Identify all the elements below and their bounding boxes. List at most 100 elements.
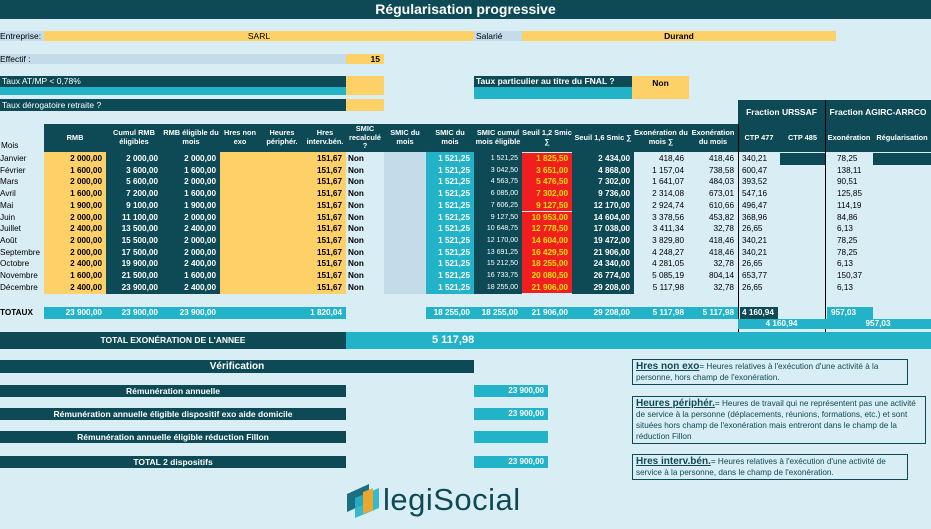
cell-smic-rec: Non	[348, 154, 364, 163]
note-keyword: Hres interv.bén.	[636, 456, 711, 467]
cell-ctp485	[780, 200, 825, 212]
totaux-hres-blank	[220, 307, 304, 319]
cell-smic-rec: Non	[348, 259, 364, 269]
cell-seuil12: 14 604,00	[522, 234, 572, 247]
effectif-label: Effectif :	[0, 54, 346, 64]
total-exo-value: 5 117,98	[346, 332, 931, 349]
totaux-seuil12: 21 906,00	[522, 307, 572, 319]
cell-smic-cumul: 7 606,25	[490, 201, 518, 209]
cell-exo-sum: 5 085,19	[652, 271, 684, 280]
cell-rmb: 2 000,00	[70, 247, 102, 257]
cell-exo: 610,66	[708, 200, 734, 210]
cell-ctp477: 653,77	[742, 271, 768, 280]
effectif-field[interactable]: 15	[346, 54, 384, 64]
cell-ctp485	[780, 165, 825, 177]
cell-smic-cumul: 9 127,50	[490, 213, 518, 221]
cell-mois: Juin	[0, 212, 16, 222]
verif-value-1: 23 900,00	[474, 385, 548, 397]
cell-hib: 151,67	[316, 282, 342, 292]
totaux-smic2: 18 255,00	[426, 307, 474, 319]
totaux-smic-cumul: 18 255,00	[474, 307, 522, 319]
cell-elig: 1 600,00	[184, 165, 216, 175]
cell-smic2: 1 521,25	[438, 235, 470, 245]
totaux-seuil16: 29 208,00	[572, 307, 634, 319]
cell-seuil12: 3 651,00	[522, 164, 572, 177]
col-header-agirc-exo: Exonération	[825, 124, 873, 152]
cell-exo-sum: 4 281,05	[652, 259, 684, 269]
cell-ctp477: 26,65	[742, 224, 763, 234]
cell-smic-cumul: 10 648,75	[486, 225, 518, 233]
taux-derog-label: Taux dérogatoire retraite ?	[0, 99, 346, 111]
col-header-regularisation: Régularisation	[873, 124, 931, 152]
cell-elig: 2 000,00	[184, 212, 216, 222]
cell-exo: 32,78	[713, 224, 735, 234]
cell-seuil16: 29 208,00	[593, 282, 630, 292]
cell-agirc: 84,86	[837, 212, 858, 222]
note-keyword: Hres non exo	[636, 361, 700, 372]
cell-cumul: 9 100,00	[126, 200, 158, 210]
cell-ctp477: 26,65	[742, 282, 763, 292]
cell-seuil16: 21 906,00	[593, 247, 630, 257]
cell-elig: 2 400,00	[184, 282, 216, 292]
cell-exo-sum: 5 117,98	[652, 282, 684, 292]
col-header-rmb: RMB	[44, 124, 106, 152]
verif-value-3	[474, 431, 548, 443]
cell-rmb: 2 000,00	[70, 154, 102, 163]
col-bg-hres	[220, 152, 346, 294]
cell-cumul: 5 600,00	[126, 177, 158, 187]
cell-cumul: 3 600,00	[126, 165, 158, 175]
cell-mois: Août	[0, 235, 17, 245]
cell-ctp485	[780, 153, 825, 165]
cell-seuil12: 20 080,50	[522, 270, 572, 282]
cell-rmb: 2 000,00	[70, 177, 102, 187]
cell-hib: 151,67	[316, 154, 342, 163]
taux-atmp-label: Taux AT/MP < 0,78%	[0, 76, 346, 87]
note-text: = Heures relatives à l'exécution d'une a…	[636, 362, 879, 382]
totaux-ctp477: 4 160,94	[740, 307, 778, 319]
taux-derog-field[interactable]	[346, 99, 384, 111]
cell-exo: 804,14	[708, 271, 734, 280]
col-header-smic-recalcule: SMIC recalculé ?	[346, 124, 384, 152]
cell-smic-rec: Non	[348, 247, 364, 257]
cell-cumul: 7 200,00	[126, 189, 158, 199]
note-text: = Heures relatives à l'exécution d'une a…	[636, 457, 886, 477]
cell-elig: 1 600,00	[184, 189, 216, 199]
col-header-smic-cumul: SMIC cumul mois éligible	[474, 124, 522, 152]
cell-mois: Mai	[0, 200, 14, 210]
verification-title: Vérification	[0, 360, 474, 373]
cell-ctp477: 547,16	[742, 189, 768, 199]
cell-smic-rec: Non	[348, 282, 364, 292]
totaux-cumul: 23 900,00	[106, 307, 162, 319]
cell-mois: Septembre	[0, 247, 41, 257]
col-header-ctp485: CTP 485	[780, 124, 825, 152]
cell-agirc: 150,37	[837, 271, 863, 280]
cell-exo: 453,82	[708, 212, 734, 222]
cell-smic-rec: Non	[348, 235, 364, 245]
cell-regul	[873, 153, 931, 165]
cell-ctp485	[780, 188, 825, 200]
cell-seuil16: 14 604,00	[593, 212, 630, 222]
cell-exo-sum: 4 248,27	[652, 247, 684, 257]
cell-exo: 418,46	[708, 235, 734, 245]
col-header-cumul-rmb: Cumul RMB éligibles	[106, 124, 162, 152]
cell-cumul: 17 500,00	[121, 247, 158, 257]
cell-elig: 2 000,00	[184, 177, 216, 187]
cell-smic2: 1 521,25	[438, 177, 470, 187]
cell-agirc: 90,51	[837, 177, 858, 187]
salarie-field[interactable]: Durand	[522, 31, 836, 41]
col-header-mois: Mois	[0, 124, 44, 152]
cell-smic2: 1 521,25	[438, 282, 470, 292]
cell-ctp477: 26,65	[742, 259, 763, 269]
cell-exo-sum: 1 641,07	[652, 177, 684, 187]
col-bg-seuil16	[572, 152, 634, 294]
taux-fnal-field[interactable]: Non	[632, 76, 689, 99]
col-header-smic-mois: SMIC du mois	[384, 124, 426, 152]
cell-smic-cumul: 16 733,75	[486, 272, 518, 279]
entreprise-field[interactable]: SARL	[44, 31, 474, 41]
cell-regul	[873, 188, 931, 200]
cell-rmb: 1 900,00	[70, 200, 102, 210]
taux-atmp-field[interactable]	[346, 76, 384, 87]
totaux-hib: 1 820,04	[304, 307, 346, 319]
note-keyword: Heures périphér.	[636, 398, 715, 409]
col-bg-smic-cumul	[474, 152, 522, 294]
